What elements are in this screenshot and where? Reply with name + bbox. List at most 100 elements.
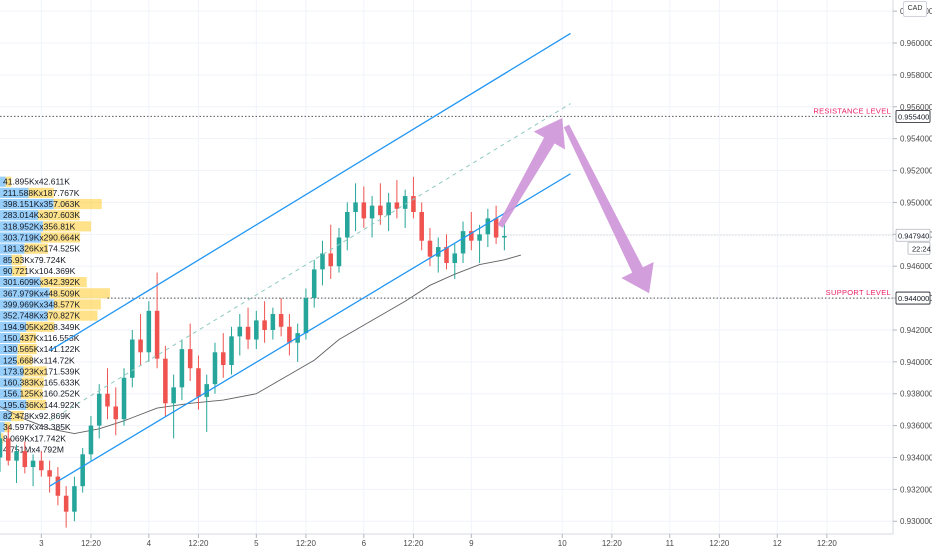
volume-bar-buy	[0, 288, 50, 299]
currency-badge[interactable]: CAD	[903, 1, 927, 17]
candle-body	[96, 393, 102, 426]
time-axis[interactable]: 3 12:20 4 12:20 5 12:20 6 12:20 9 10 12:20 11 12:20 1…	[39, 534, 837, 548]
support-level-label: SUPPORT LEVEL	[826, 288, 891, 297]
volume-bar-buy	[0, 221, 43, 232]
horizontal-levels: RESISTANCE LEVEL SUPPORT LEVEL	[0, 106, 893, 299]
volume-bar-sell	[20, 332, 36, 344]
volume-profile-row: 318.952Kx356.81K	[0, 221, 92, 232]
candle	[0, 431, 3, 472]
candle-body	[30, 460, 36, 468]
candle	[146, 301, 152, 362]
candle	[72, 476, 77, 522]
candle-body	[130, 339, 135, 378]
channel-upper-line	[49, 32, 571, 352]
volume-profile-row: 4.751Mx4.792M	[3, 445, 64, 455]
volume-profile-label: 8.069Kx17.742K	[3, 433, 66, 443]
candle-body	[121, 377, 127, 420]
resistance-level-label: RESISTANCE LEVEL	[813, 106, 891, 115]
countdown-badge-bg	[907, 241, 931, 255]
volume-bar-sell	[5, 176, 12, 187]
candle-body	[435, 247, 441, 257]
candle	[411, 176, 416, 219]
candle-body	[5, 438, 11, 461]
candle	[196, 355, 201, 410]
volume-bar-buy	[0, 321, 27, 332]
volume-profile-label: 399.969Kx348.577K	[3, 299, 80, 309]
price-tick-label: 0.932000	[900, 485, 932, 494]
volume-bar-sell	[40, 232, 81, 243]
volume-profile-row: 90.721Kx104.369K	[0, 265, 76, 277]
volume-profile-label: 34.597Kx43.385K	[3, 422, 71, 432]
volume-bar-sell	[53, 198, 102, 210]
price-tick-label: 0.958000	[900, 71, 932, 80]
candle	[320, 240, 325, 286]
candle-body	[187, 349, 193, 369]
volume-profile-row: 150.437Kx116.553K	[0, 332, 80, 344]
candle-body	[427, 240, 433, 257]
time-tick-label: 11	[666, 539, 675, 548]
candle-body	[55, 476, 61, 496]
volume-bar-sell	[38, 210, 80, 221]
support-price-badge-text: 0.944000	[898, 294, 929, 303]
volume-bar-sell	[24, 243, 48, 254]
volume-profile-label: 150.437Kx116.553K	[3, 333, 80, 343]
volume-profile-row: 41.895Kx42.611K	[0, 176, 70, 187]
volume-profile-label: 85.93Kx79.724K	[3, 255, 66, 265]
volume-profile-label: 352.748Kx370.827K	[3, 311, 80, 321]
candle	[452, 243, 458, 279]
volume-bar-sell	[42, 221, 92, 232]
candle-body	[39, 460, 44, 471]
candle	[105, 368, 110, 420]
volume-bar-buy	[0, 399, 27, 410]
volume-bar-sell	[23, 366, 47, 377]
candle-body	[80, 454, 85, 487]
volume-bar-sell	[47, 310, 98, 321]
candle-body	[278, 314, 284, 327]
candle	[121, 368, 127, 426]
volume-profile-row: 194.905Kx208.349K	[0, 321, 80, 332]
candle-body	[196, 368, 201, 397]
candle	[353, 183, 358, 232]
volume-profile-label: 160.383Kx165.633K	[3, 378, 80, 388]
candle	[427, 227, 433, 267]
volume-profile-row: 160.383Kx165.633K	[0, 377, 80, 388]
candle-body	[378, 205, 383, 216]
projection-arrow	[497, 118, 565, 228]
candle-body	[63, 495, 69, 512]
candle-body	[485, 218, 491, 235]
time-tick-label: 3	[39, 539, 44, 548]
candle	[5, 425, 11, 466]
volume-profile-row: 195.636Kx144.922K	[0, 399, 80, 410]
volume-profile-label: 82.478Kx92.869K	[3, 411, 71, 421]
volume-bar-sell	[11, 254, 23, 265]
candle-body	[345, 212, 350, 238]
candle-body	[254, 320, 259, 340]
candle	[336, 227, 342, 273]
candle	[502, 224, 507, 251]
candle	[22, 441, 28, 474]
volume-bar-sell	[12, 265, 27, 277]
volume-bar-buy	[0, 388, 22, 399]
volume-bar-sell	[49, 288, 110, 299]
volume-bar-buy	[0, 377, 22, 388]
volume-bar-sell	[11, 410, 24, 422]
candle-body	[411, 196, 416, 213]
candle	[14, 444, 19, 483]
candle	[229, 326, 234, 375]
candle	[262, 301, 267, 343]
channel-lower-line	[49, 173, 571, 487]
price-tick-label: 0.946000	[900, 262, 932, 271]
volume-profile-label: 398.151Kx357.063K	[3, 199, 80, 209]
price-tick-label: 0.934000	[900, 453, 932, 462]
volume-profile-label: 367.979Kx448.509K	[3, 288, 80, 298]
trend-channel[interactable]	[49, 32, 571, 487]
projection-arrows[interactable]	[497, 118, 654, 294]
candle	[96, 384, 102, 439]
candle-body	[369, 205, 375, 219]
volume-profile-label: 194.905Kx208.349K	[3, 322, 80, 332]
volume-profile-row: 156.125Kx160.252K	[0, 388, 80, 399]
candle-body	[163, 358, 168, 404]
price-tick-label: 0.940000	[900, 358, 932, 367]
volume-profile-row: 34.597Kx43.385K	[0, 422, 71, 433]
